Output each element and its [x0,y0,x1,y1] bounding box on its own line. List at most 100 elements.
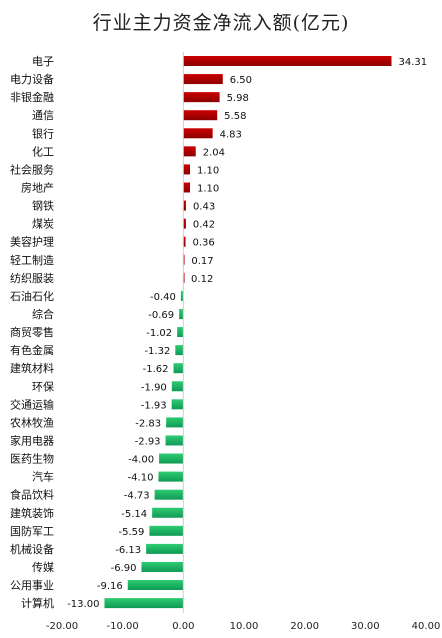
x-tick-label: 0.00 [172,621,194,632]
category-label: 汽车 [32,470,54,484]
x-tick-label: 10.00 [230,621,259,632]
bar-29 [141,561,184,572]
data-label: -13.00 [67,599,99,610]
category-label: 美容护理 [10,235,54,249]
bar-5 [183,128,213,139]
bar-7 [183,164,191,175]
bar-20 [171,399,184,410]
data-label: 5.98 [227,93,249,104]
data-label: 5.58 [224,111,246,122]
data-label: -4.73 [124,491,150,502]
category-label: 通信 [32,109,54,122]
category-label: 房地产 [21,180,54,194]
bar-13 [183,272,185,283]
category-label: 计算机 [21,596,54,610]
category-label: 煤炭 [32,218,54,231]
category-label: 电子 [32,55,54,68]
data-label: -2.83 [135,418,161,429]
category-label: 钢铁 [32,200,54,213]
data-label: -6.90 [111,563,137,574]
data-label: 0.43 [193,202,215,213]
category-label: 电力设备 [10,72,54,86]
data-label: -9.16 [97,581,123,592]
data-label: 1.10 [197,165,219,176]
data-label: -1.02 [146,328,172,339]
bar-18 [173,363,184,374]
data-label: 0.36 [193,238,215,249]
bar-24 [158,471,184,482]
bar-22 [165,435,184,446]
bar-28 [146,543,184,554]
category-label: 建筑装饰 [10,506,54,520]
data-label: 0.12 [191,274,213,285]
bar-3 [183,92,220,103]
data-label: -5.59 [119,527,145,538]
bar-26 [152,507,184,518]
category-label: 机械设备 [10,542,54,556]
bar-4 [183,110,218,121]
data-label: 0.42 [193,220,215,231]
category-label: 商贸零售 [10,325,54,339]
data-label: -5.14 [121,509,147,520]
data-label: 1.10 [197,183,219,194]
data-label: -0.69 [148,310,174,321]
category-label: 传媒 [32,561,54,574]
category-label: 农林牧渔 [10,415,54,429]
data-label: 0.17 [191,256,213,267]
bar-19 [171,381,184,392]
data-label: -6.13 [115,545,141,556]
category-label: 综合 [32,307,54,321]
bar-17 [175,345,184,356]
category-label: 家用电器 [10,433,54,447]
category-label: 银行 [32,126,54,140]
bar-23 [159,453,184,464]
x-tick-label: 40.00 [412,621,441,632]
bar-31 [104,598,184,609]
category-label: 国防军工 [10,524,54,538]
data-label: -1.62 [143,364,169,375]
x-tick-label: 30.00 [351,621,380,632]
bar-8 [183,182,191,193]
bar-9 [183,200,186,211]
data-label: -4.00 [128,455,154,466]
category-label: 公用事业 [10,579,54,592]
category-label: 建筑材料 [10,361,54,375]
data-label: 6.50 [230,75,252,86]
category-label: 食品饮料 [10,488,54,502]
category-label: 有色金属 [10,343,54,357]
bar-15 [179,308,184,319]
category-label: 医药生物 [10,452,54,466]
category-label: 交通运输 [10,397,54,411]
data-label: 34.31 [398,57,427,68]
x-tick-label: -10.00 [107,621,139,632]
data-label: -1.90 [141,382,167,393]
bar-25 [154,489,184,500]
category-label: 纺织服装 [10,271,54,285]
bar-2 [183,74,223,85]
bar-12 [183,254,185,265]
data-label: -4.10 [128,473,154,484]
category-label: 石油石化 [10,289,54,303]
x-tick-label: 20.00 [290,621,319,632]
x-tick-label: -20.00 [46,621,78,632]
data-label: 4.83 [220,129,242,140]
bar-11 [183,236,186,247]
category-label: 环保 [32,379,54,393]
bar-6 [183,146,196,157]
data-label: -2.93 [135,436,161,447]
category-label: 非银金融 [10,90,54,104]
bar-16 [177,327,184,338]
bar-10 [183,218,186,229]
bar-27 [149,525,184,536]
category-label: 社会服务 [10,162,54,176]
category-label: 化工 [32,144,54,158]
chart-title: 行业主力资金净流入额(亿元) [92,12,350,34]
data-label: -0.40 [150,292,176,303]
data-label: -1.32 [144,346,170,357]
data-label: 2.04 [203,147,225,158]
data-label: -1.93 [141,400,167,411]
bar-14 [180,290,184,301]
category-label: 轻工制造 [10,253,54,267]
bar-21 [166,417,184,428]
